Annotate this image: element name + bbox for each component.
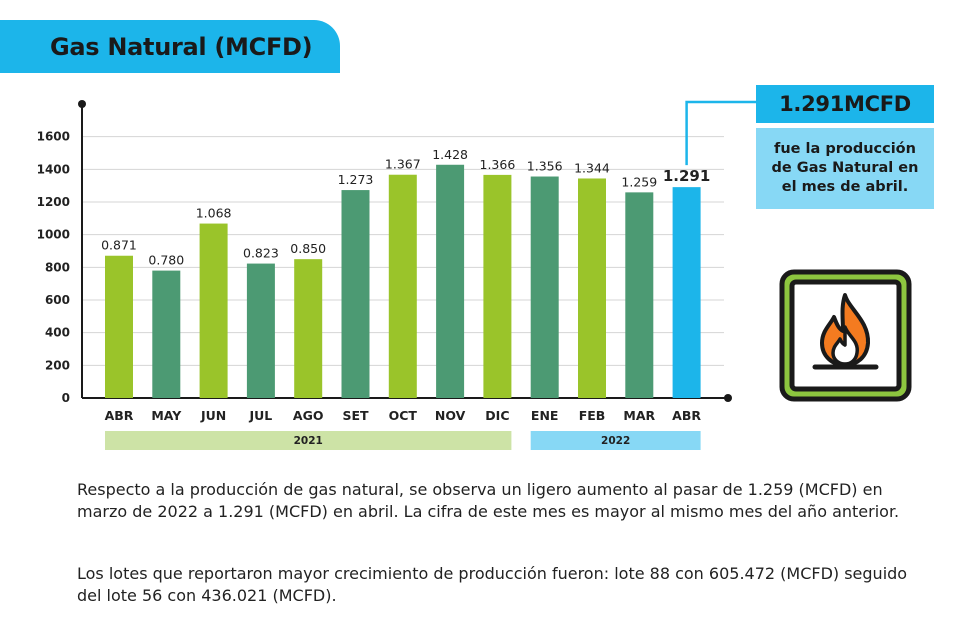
callout-description-box: fue la producción de Gas Natural en el m… (756, 128, 934, 209)
year-band-2021 (105, 431, 512, 450)
bar-dic (483, 174, 512, 398)
value-label: 0.850 (290, 241, 326, 256)
year-band-2022 (530, 431, 701, 450)
x-tick-label: NOV (435, 408, 466, 423)
bar-oct (388, 174, 417, 398)
y-tick-label: 1000 (37, 228, 70, 242)
fire-icon (779, 269, 912, 402)
x-tick-label: AGO (293, 408, 324, 423)
bar-may (152, 270, 181, 398)
lots-paragraph: Los lotes que reportaron mayor crecimien… (77, 564, 908, 605)
x-tick-label: ENE (531, 408, 559, 423)
callout-description: fue la producción de Gas Natural en el m… (771, 141, 919, 195)
callout-connector (685, 100, 756, 166)
value-label: 1.273 (338, 172, 374, 187)
y-tick-label: 0 (62, 391, 70, 405)
page-title: Gas Natural (MCFD) (50, 32, 313, 61)
x-tick-label: MAY (151, 408, 182, 423)
x-axis-end-dot (724, 394, 732, 402)
x-tick-label: FEB (579, 408, 606, 423)
value-label: 1.366 (480, 157, 516, 172)
x-tick-label: ABR (105, 408, 134, 423)
x-tick-label: JUN (200, 408, 226, 423)
value-label: 1.291 (663, 167, 710, 185)
y-tick-label: 400 (45, 326, 70, 340)
y-tick-label: 1400 (37, 162, 70, 176)
value-label: 1.367 (385, 157, 421, 172)
bar-abr (672, 187, 701, 398)
bar-set (341, 190, 370, 398)
value-label: 1.344 (574, 160, 610, 175)
value-label: 1.068 (196, 206, 232, 221)
value-label: 1.259 (621, 174, 657, 189)
bar-chart: 0 200 400 600 800 1000 1200 1400 1600 0.871 ABR 0.7… (37, 100, 756, 450)
y-tick-label: 600 (45, 293, 70, 307)
x-tick-label: JUL (249, 408, 273, 423)
bar-jun (199, 223, 228, 398)
x-tick-label: OCT (389, 408, 418, 423)
title-tab: Gas Natural (MCFD) (0, 20, 340, 73)
value-label: 0.871 (101, 238, 137, 253)
x-tick-label: DIC (485, 408, 509, 423)
y-tick-label: 200 (45, 358, 70, 372)
bar-abr (105, 255, 133, 398)
callout-value: 1.291MCFD (779, 92, 911, 116)
x-tick-label: MAR (623, 408, 655, 423)
callout-value-box: 1.291MCFD (756, 85, 934, 123)
bar-nov (436, 164, 465, 398)
y-axis-end-dot (78, 100, 86, 108)
year-label: 2021 (294, 435, 323, 447)
y-tick-label: 1600 (37, 130, 70, 144)
bar-ene (530, 176, 559, 398)
value-label: 1.428 (432, 147, 468, 162)
y-tick-label: 800 (45, 260, 70, 274)
value-label: 0.823 (243, 246, 279, 261)
bar-feb (578, 178, 606, 398)
bar-jul (246, 263, 275, 398)
value-label: 1.356 (527, 159, 563, 174)
x-tick-label: SET (342, 408, 369, 423)
x-tick-label: ABR (672, 408, 701, 423)
summary-paragraph: Respecto a la producción de gas natural,… (77, 480, 900, 521)
bar-mar (625, 192, 654, 398)
bar-ago (294, 259, 323, 398)
value-label: 0.780 (148, 253, 184, 268)
year-label: 2022 (601, 435, 630, 447)
y-tick-label: 1200 (37, 195, 70, 209)
